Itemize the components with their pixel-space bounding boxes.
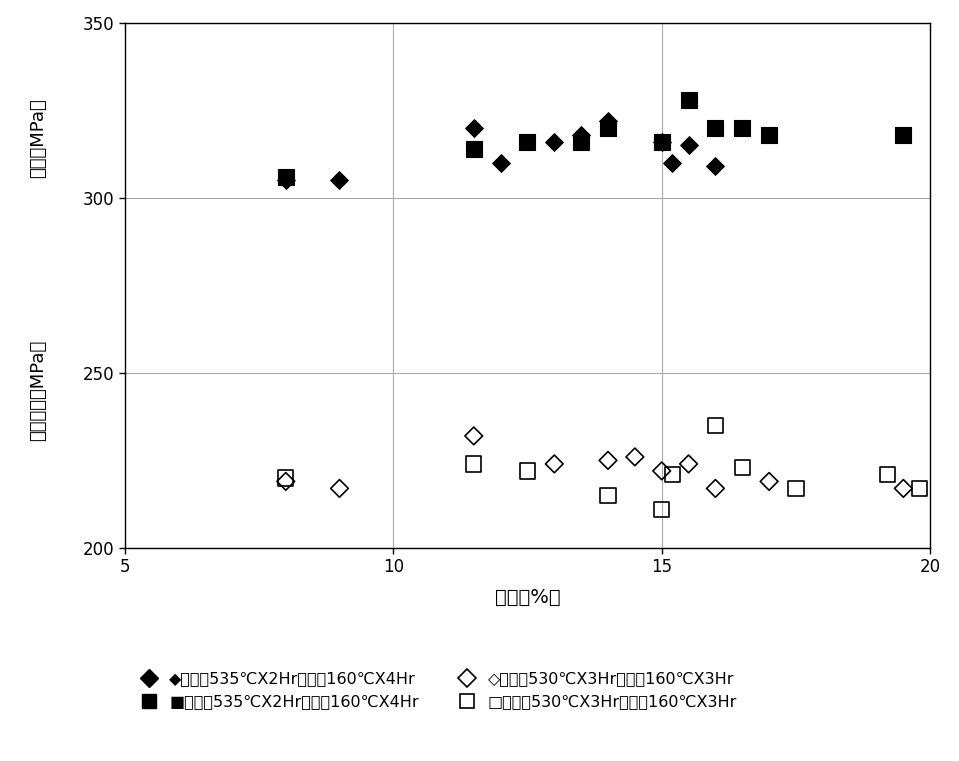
X-axis label: 伸び（%）: 伸び（%） [495, 587, 560, 607]
Point [654, 465, 669, 477]
Point [278, 472, 293, 484]
Point [600, 454, 616, 466]
Point [332, 482, 347, 495]
Point [600, 122, 616, 134]
Point [654, 135, 669, 148]
Point [466, 430, 481, 442]
Point [788, 482, 804, 495]
Point [681, 458, 696, 470]
Point [278, 174, 293, 186]
Point [708, 482, 723, 495]
Text: 耐力（MPa）: 耐力（MPa） [30, 98, 47, 178]
Point [708, 161, 723, 173]
Point [761, 129, 777, 141]
Point [278, 476, 293, 488]
Point [520, 135, 535, 148]
Point [708, 419, 723, 431]
Point [493, 157, 508, 169]
Point [466, 122, 481, 134]
Point [912, 482, 927, 495]
Point [600, 115, 616, 127]
Point [547, 135, 562, 148]
Point [681, 94, 696, 106]
Point [547, 458, 562, 470]
Point [681, 139, 696, 151]
Point [761, 476, 777, 488]
Point [573, 135, 589, 148]
Point [278, 170, 293, 183]
Point [665, 157, 680, 169]
Point [332, 174, 347, 186]
Point [735, 461, 750, 473]
Legend: ◆溶体化535℃X2Hr　時効160℃X4Hr, ■溶体化535℃X2Hr　時効160℃X4Hr, ◇溶体化530℃X3Hr　時効160℃X3Hr, □溶体化5: ◆溶体化535℃X2Hr 時効160℃X4Hr, ■溶体化535℃X2Hr 時効… [132, 671, 737, 709]
Point [879, 468, 895, 480]
Point [896, 129, 911, 141]
Point [654, 503, 669, 515]
Point [654, 135, 669, 148]
Point [708, 122, 723, 134]
Text: 引張強さ（MPa）: 引張強さ（MPa） [30, 339, 47, 441]
Point [735, 122, 750, 134]
Point [573, 129, 589, 141]
Point [520, 465, 535, 477]
Point [600, 489, 616, 501]
Point [466, 143, 481, 155]
Point [665, 468, 680, 480]
Point [466, 458, 481, 470]
Point [896, 482, 911, 495]
Point [627, 451, 643, 463]
